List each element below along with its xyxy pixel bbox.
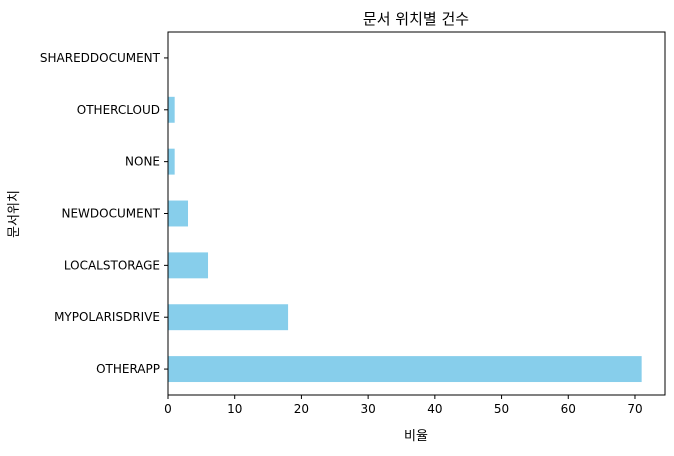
y-axis-label: 문서위치 [7,190,22,238]
y-tick-label-othercloud: OTHERCLOUD [77,103,160,117]
x-axis-label: 비율 [404,429,428,444]
x-tick-label: 60 [561,402,576,416]
y-tick-label-newdocument: NEWDOCUMENT [61,207,160,221]
y-ticks: OTHERAPP MYPOLARISDRIVE LOCALSTORAGE NEWDOC… [40,51,168,376]
x-tick-label: 40 [427,402,442,416]
plot-frame [167,31,666,396]
bar-newdocument [168,200,189,227]
bar-mypolarisdrive [168,304,289,331]
y-tick-label-localstorage: LOCALSTORAGE [64,258,160,272]
bar-otherapp [168,356,642,383]
y-tick-label-mypolarisdrive: MYPOLARISDRIVE [54,310,160,324]
bar-localstorage [168,252,209,279]
x-tick-label: 70 [627,402,642,416]
x-tick-label: 0 [164,402,172,416]
x-tick-label: 30 [360,402,375,416]
bar-othercloud [168,96,175,123]
y-tick-label-shareddocument: SHAREDDOCUMENT [40,51,161,65]
bars-group [168,96,642,383]
y-tick-label-none: NONE [125,155,160,169]
x-tick-label: 10 [227,402,242,416]
bar-none [168,148,175,175]
x-ticks: 0 10 20 30 40 50 60 70 [164,395,643,416]
x-tick-label: 50 [494,402,509,416]
chart-title: 문서 위치별 건수 [363,10,469,28]
x-tick-label: 20 [294,402,309,416]
y-tick-label-otherapp: OTHERAPP [96,362,160,376]
